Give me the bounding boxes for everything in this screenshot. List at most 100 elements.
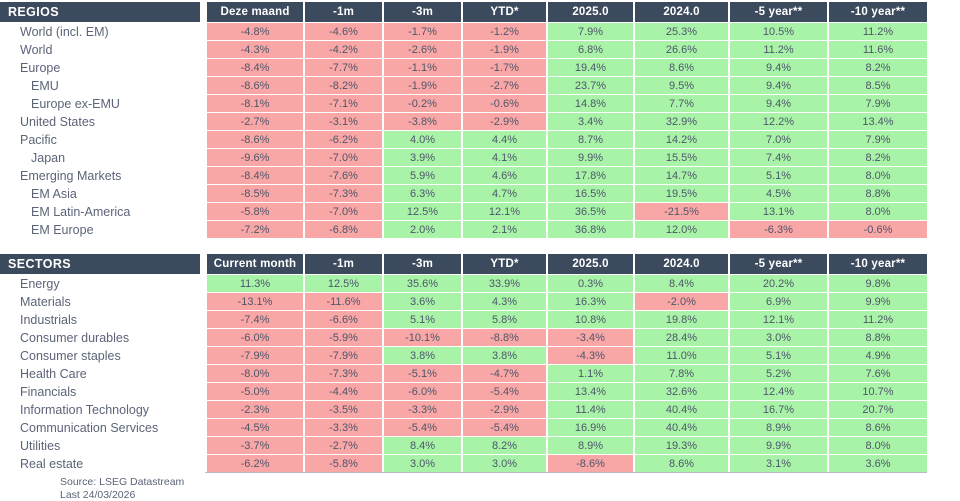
value-cell: 20.2% xyxy=(730,275,827,292)
value-cell: -7.3% xyxy=(305,365,382,382)
value-cell: -3.1% xyxy=(305,113,382,130)
value-cell: 8.6% xyxy=(635,455,728,472)
value-cell: -8.0% xyxy=(207,365,303,382)
table-title: REGIOS xyxy=(0,2,200,22)
value-cell: -5.9% xyxy=(305,329,382,346)
value-cell: 8.8% xyxy=(829,329,927,346)
value-cell: 12.4% xyxy=(730,383,827,400)
column-header: YTD* xyxy=(463,254,546,274)
value-cell: -2.9% xyxy=(463,401,546,418)
value-cell: -7.7% xyxy=(305,59,382,76)
row-label: Consumer durables xyxy=(0,329,205,346)
value-cell: 17.8% xyxy=(548,167,633,184)
value-cell: -3.3% xyxy=(384,401,461,418)
value-cell: 3.6% xyxy=(829,455,927,472)
row-label: EM Europe xyxy=(0,221,205,238)
value-cell: -6.0% xyxy=(384,383,461,400)
value-cell: 10.7% xyxy=(829,383,927,400)
value-cell: 11.0% xyxy=(635,347,728,364)
value-cell: 10.8% xyxy=(548,311,633,328)
value-cell: -1.7% xyxy=(463,59,546,76)
value-cell: 40.4% xyxy=(635,401,728,418)
row-label: Utilities xyxy=(0,437,205,454)
value-cell: -3.4% xyxy=(548,329,633,346)
value-cell: -3.7% xyxy=(207,437,303,454)
row-label: Consumer staples xyxy=(0,347,205,364)
value-cell: 3.0% xyxy=(730,329,827,346)
value-cell: 25.3% xyxy=(635,23,728,40)
value-cell: 11.2% xyxy=(730,41,827,58)
row-label: Japan xyxy=(0,149,205,166)
value-cell: -5.4% xyxy=(384,419,461,436)
column-header: -1m xyxy=(305,254,382,274)
value-cell: 3.8% xyxy=(384,347,461,364)
value-cell: -4.8% xyxy=(207,23,303,40)
value-cell: -0.6% xyxy=(829,221,927,238)
value-cell: -8.4% xyxy=(207,59,303,76)
value-cell: 4.7% xyxy=(463,185,546,202)
value-cell: 19.8% xyxy=(635,311,728,328)
value-cell: -4.3% xyxy=(548,347,633,364)
row-label: Emerging Markets xyxy=(0,167,205,184)
value-cell: 8.0% xyxy=(829,203,927,220)
value-cell: 5.8% xyxy=(463,311,546,328)
value-cell: -21.5% xyxy=(635,203,728,220)
value-cell: 5.1% xyxy=(730,167,827,184)
column-header: 2024.0 xyxy=(635,2,728,22)
value-cell: 10.5% xyxy=(730,23,827,40)
value-cell: -7.0% xyxy=(305,203,382,220)
value-cell: -8.5% xyxy=(207,185,303,202)
value-cell: -6.0% xyxy=(207,329,303,346)
value-cell: 9.9% xyxy=(730,437,827,454)
value-cell: 8.9% xyxy=(730,419,827,436)
value-cell: 4.9% xyxy=(829,347,927,364)
value-cell: 0.3% xyxy=(548,275,633,292)
value-cell: 5.1% xyxy=(730,347,827,364)
value-cell: -8.8% xyxy=(463,329,546,346)
value-cell: 36.8% xyxy=(548,221,633,238)
column-header: -5 year** xyxy=(730,2,827,22)
value-cell: 3.4% xyxy=(548,113,633,130)
value-cell: -11.6% xyxy=(305,293,382,310)
value-cell: -6.6% xyxy=(305,311,382,328)
value-cell: 3.0% xyxy=(463,455,546,472)
value-cell: 3.1% xyxy=(730,455,827,472)
value-cell: 19.4% xyxy=(548,59,633,76)
column-header: 2025.0 xyxy=(548,254,633,274)
value-cell: 19.3% xyxy=(635,437,728,454)
column-header: -5 year** xyxy=(730,254,827,274)
value-cell: 16.5% xyxy=(548,185,633,202)
value-cell: -8.4% xyxy=(207,167,303,184)
value-cell: 8.2% xyxy=(829,59,927,76)
value-cell: 16.7% xyxy=(730,401,827,418)
value-cell: 14.7% xyxy=(635,167,728,184)
value-cell: -7.0% xyxy=(305,149,382,166)
value-cell: 7.8% xyxy=(635,365,728,382)
value-cell: -5.8% xyxy=(207,203,303,220)
value-cell: -4.3% xyxy=(207,41,303,58)
value-cell: 9.9% xyxy=(829,293,927,310)
value-cell: -2.6% xyxy=(384,41,461,58)
value-cell: 12.0% xyxy=(635,221,728,238)
value-cell: -9.6% xyxy=(207,149,303,166)
value-cell: 8.4% xyxy=(384,437,461,454)
value-cell: -2.3% xyxy=(207,401,303,418)
value-cell: 9.4% xyxy=(730,77,827,94)
value-cell: 7.7% xyxy=(635,95,728,112)
value-cell: 8.0% xyxy=(829,167,927,184)
value-cell: 2.0% xyxy=(384,221,461,238)
value-cell: -6.8% xyxy=(305,221,382,238)
value-cell: 8.4% xyxy=(635,275,728,292)
footer: Source: LSEG Datastream Last 24/03/2026 xyxy=(60,476,960,501)
value-cell: -2.7% xyxy=(207,113,303,130)
value-cell: 8.6% xyxy=(635,59,728,76)
value-cell: 8.7% xyxy=(548,131,633,148)
value-cell: 14.8% xyxy=(548,95,633,112)
value-cell: 11.6% xyxy=(829,41,927,58)
value-cell: 14.2% xyxy=(635,131,728,148)
value-cell: -1.9% xyxy=(384,77,461,94)
value-cell: -0.2% xyxy=(384,95,461,112)
value-cell: 3.8% xyxy=(463,347,546,364)
value-cell: 4.6% xyxy=(463,167,546,184)
